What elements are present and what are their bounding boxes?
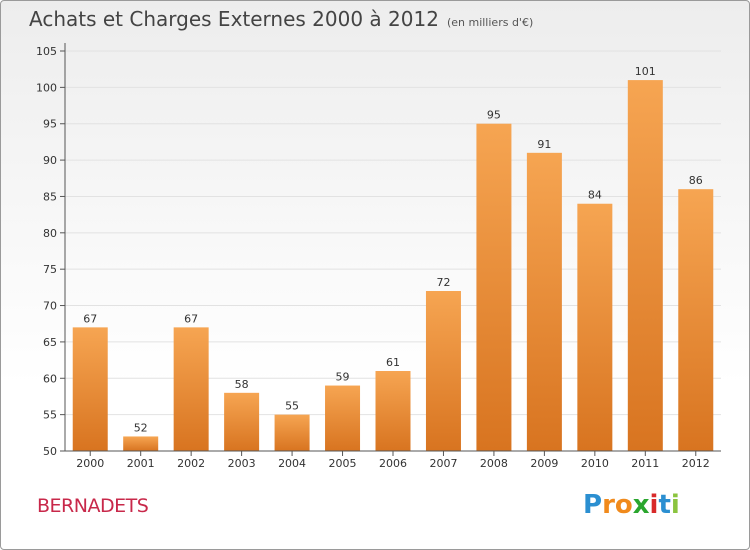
y-tick-label: 100: [36, 81, 57, 94]
logo-letter: r: [602, 490, 615, 520]
x-tick-label: 2010: [581, 457, 609, 470]
logo-letter: i: [670, 490, 680, 520]
bar-value-label: 59: [336, 371, 350, 384]
bar-2000: [72, 327, 108, 451]
bar-2009: [526, 152, 562, 451]
bar-2001: [123, 436, 159, 451]
logo-letter: o: [614, 490, 633, 520]
bar-value-label: 52: [134, 421, 148, 434]
y-tick-label: 75: [43, 263, 57, 276]
proxiti-logo[interactable]: Proxiti: [583, 490, 680, 520]
x-tick-label: 2009: [530, 457, 558, 470]
bar-value-label: 67: [83, 312, 97, 325]
bar-value-label: 61: [386, 356, 400, 369]
y-tick-label: 85: [43, 190, 57, 203]
bar-value-label: 72: [436, 276, 450, 289]
bar-2008: [476, 123, 512, 452]
chart-title: Achats et Charges Externes 2000 à 2012 (e…: [29, 7, 533, 31]
logo-letter: i: [649, 490, 659, 520]
x-tick-label: 2001: [127, 457, 155, 470]
x-tick-label: 2002: [177, 457, 205, 470]
logo-letter: P: [583, 490, 603, 520]
bar-2005: [325, 385, 361, 451]
bar-2006: [375, 371, 411, 451]
y-tick-label: 55: [43, 409, 57, 422]
bars: [72, 80, 714, 452]
bar-2004: [274, 414, 310, 451]
bar-2007: [425, 291, 461, 451]
bar-value-label: 95: [487, 109, 501, 122]
y-tick-label: 95: [43, 118, 57, 131]
bar-value-label: 67: [184, 312, 198, 325]
y-tick-label: 65: [43, 336, 57, 349]
y-tick-label: 50: [43, 445, 57, 458]
bar-2011: [627, 80, 663, 451]
logo-letter: t: [658, 490, 671, 520]
bar-value-label: 101: [635, 65, 656, 78]
y-tick-label: 60: [43, 372, 57, 385]
x-tick-label: 2008: [480, 457, 508, 470]
bar-value-label: 86: [689, 174, 703, 187]
bar-2012: [678, 189, 714, 451]
x-tick-label: 2000: [76, 457, 104, 470]
bar-2003: [224, 392, 260, 451]
commune-name: BERNADETS: [37, 495, 149, 517]
chart-title-text: Achats et Charges Externes 2000 à 2012: [29, 7, 439, 31]
y-tick-label: 80: [43, 227, 57, 240]
labels: 50 55 60 65 70 75 80 85 90 95 100 105 67 2000 52 2001 67…: [36, 45, 710, 470]
x-tick-label: 2003: [228, 457, 256, 470]
y-tick-label: 70: [43, 300, 57, 313]
bar-2002: [173, 327, 209, 451]
logo-letter: x: [632, 490, 650, 520]
bar-value-label: 91: [537, 138, 551, 151]
y-tick-label: 90: [43, 154, 57, 167]
x-tick-label: 2005: [329, 457, 357, 470]
x-tick-label: 2011: [631, 457, 659, 470]
chart-unit: (en milliers d'€): [446, 16, 534, 29]
x-tick-label: 2012: [682, 457, 710, 470]
bar-value-label: 58: [235, 378, 249, 391]
x-tick-label: 2007: [429, 457, 457, 470]
bar-value-label: 84: [588, 189, 602, 202]
y-tick-label: 105: [36, 45, 57, 58]
bar-2010: [577, 203, 613, 451]
bar-value-label: 55: [285, 400, 299, 413]
axes: [60, 43, 721, 456]
x-tick-label: 2006: [379, 457, 407, 470]
x-tick-label: 2004: [278, 457, 306, 470]
